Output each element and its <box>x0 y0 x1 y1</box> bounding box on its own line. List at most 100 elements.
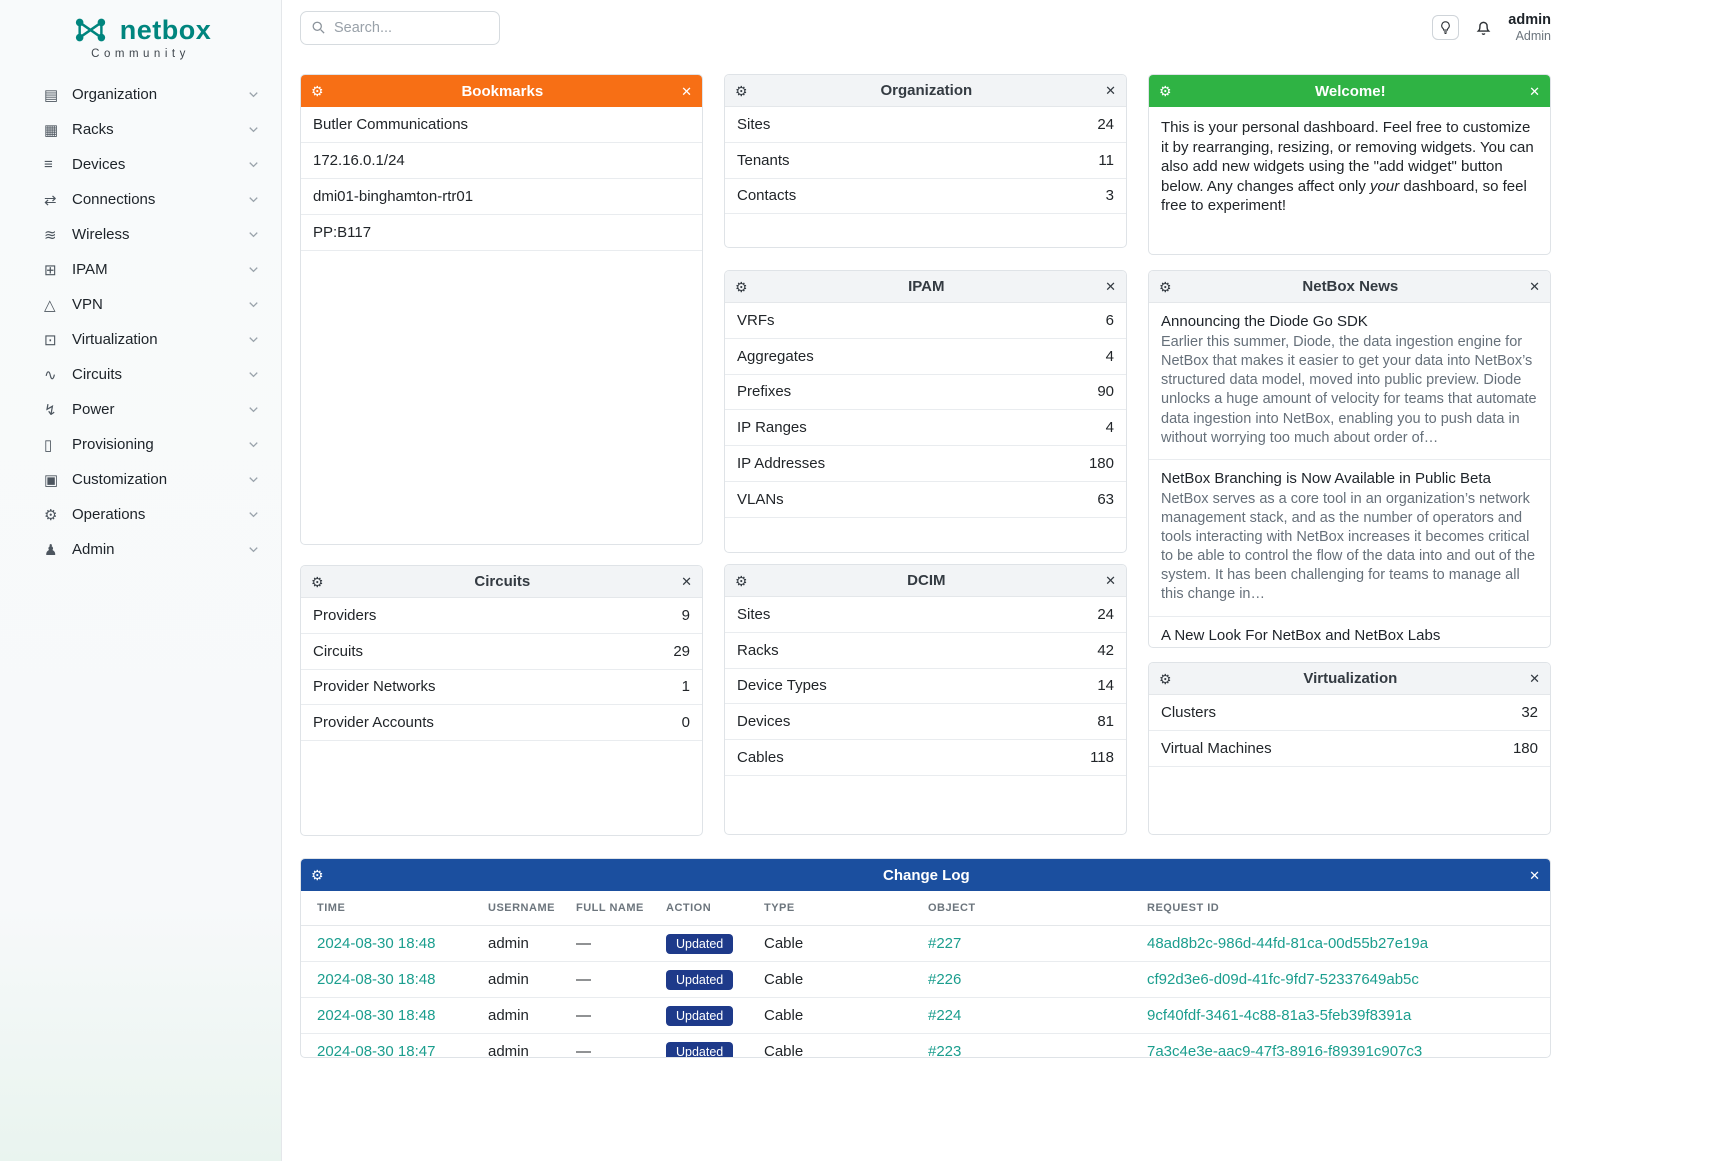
gear-icon[interactable]: ⚙ <box>1159 670 1172 687</box>
gear-icon[interactable]: ⚙ <box>1159 83 1172 99</box>
news-headline-link[interactable]: A New Look For NetBox and NetBox Labs <box>1161 626 1441 644</box>
brand[interactable]: netbox <box>0 0 281 47</box>
stat-row[interactable]: Provider Accounts 0 <box>301 705 702 742</box>
close-icon[interactable]: ✕ <box>1105 83 1116 98</box>
changelog-request-id-link[interactable]: cf92d3e6-d09d-41fc-9fd7-52337649ab5c <box>1147 971 1419 988</box>
changelog-object-link[interactable]: #224 <box>928 1007 962 1024</box>
sidebar-item[interactable]: ♟ Admin <box>0 532 281 567</box>
stat-row[interactable]: Aggregates 4 <box>725 339 1126 375</box>
stat-row[interactable]: Virtual Machines 180 <box>1149 731 1550 767</box>
stat-row[interactable]: Provider Networks 1 <box>301 670 702 706</box>
stat-value: 1 <box>681 678 690 696</box>
search-input[interactable] <box>334 19 489 36</box>
changelog-time-link[interactable]: 2024-08-30 18:47 <box>317 1043 436 1058</box>
stat-row[interactable]: Device Types 14 <box>725 669 1126 705</box>
stat-row[interactable]: Circuits 29 <box>301 634 702 670</box>
stat-row[interactable]: Cables 118 <box>725 740 1126 776</box>
netbox-news-widget: ⚙ NetBox News ✕ Announcing the Diode Go … <box>1148 270 1551 648</box>
sidebar-item[interactable]: ↯ Power <box>0 392 281 427</box>
stat-row[interactable]: VRFs 6 <box>725 303 1126 339</box>
changelog-username: admin <box>488 1007 529 1024</box>
stat-row[interactable]: IP Ranges 4 <box>725 410 1126 447</box>
close-icon[interactable]: ✕ <box>1529 279 1540 294</box>
close-icon[interactable]: ✕ <box>1529 867 1540 883</box>
sidebar-item[interactable]: ≡ Devices <box>0 147 281 182</box>
news-headline-link[interactable]: Announcing the Diode Go SDK <box>1161 313 1368 330</box>
virtualization-icon: ⊡ <box>44 331 57 349</box>
user-menu[interactable]: admin Admin <box>1508 12 1551 44</box>
close-icon[interactable]: ✕ <box>1105 279 1116 294</box>
gear-icon[interactable]: ⚙ <box>311 573 324 590</box>
close-icon[interactable]: ✕ <box>681 574 692 589</box>
stat-value: 4 <box>1105 347 1114 365</box>
circuits-widget-header: ⚙ Circuits ✕ <box>301 566 702 598</box>
stat-row[interactable]: Tenants 11 <box>725 143 1126 179</box>
changelog-object-link[interactable]: #226 <box>928 971 962 988</box>
sidebar-item[interactable]: ▤ Organization <box>0 77 281 112</box>
theme-toggle-button[interactable] <box>1432 14 1460 40</box>
close-icon[interactable]: ✕ <box>1105 573 1116 588</box>
sidebar-item[interactable]: ⚙ Operations <box>0 497 281 532</box>
gear-icon[interactable]: ⚙ <box>735 278 748 295</box>
news-headline-link[interactable]: NetBox Branching is Now Available in Pub… <box>1161 469 1491 487</box>
stat-row[interactable]: Sites 24 <box>725 107 1126 143</box>
changelog-object-link[interactable]: #223 <box>928 1043 962 1058</box>
sidebar-item[interactable]: ≋ Wireless <box>0 217 281 252</box>
stat-row[interactable]: Devices 81 <box>725 704 1126 741</box>
gear-icon[interactable]: ⚙ <box>735 82 748 99</box>
chevron-down-icon <box>249 127 258 133</box>
stat-label: Virtual Machines <box>1161 739 1272 757</box>
bookmark-item[interactable]: dmi01-binghamton-rtr01 <box>301 179 702 215</box>
gear-icon[interactable]: ⚙ <box>311 867 324 883</box>
widget-title: DCIM <box>907 572 946 589</box>
widget-title: IPAM <box>908 278 945 295</box>
notifications-button[interactable] <box>1474 18 1493 37</box>
sidebar-item[interactable]: ⊞ IPAM <box>0 252 281 287</box>
gear-icon[interactable]: ⚙ <box>735 572 748 589</box>
stat-row[interactable]: Providers 9 <box>301 598 702 634</box>
stat-row[interactable]: IP Addresses 180 <box>725 446 1126 482</box>
stat-value: 0 <box>681 714 690 732</box>
stat-row[interactable]: Sites 24 <box>725 597 1126 633</box>
bookmark-item[interactable]: 172.16.0.1/24 <box>301 143 702 179</box>
stat-row[interactable]: Racks 42 <box>725 633 1126 669</box>
search-box[interactable] <box>300 10 500 45</box>
news-list: Announcing the Diode Go SDK Earlier this… <box>1149 303 1550 647</box>
bookmarks-widget-header: ⚙ Bookmarks ✕ <box>301 75 702 107</box>
gear-icon[interactable]: ⚙ <box>1159 278 1172 295</box>
news-body: Earlier this summer, Diode, the data ing… <box>1161 334 1537 446</box>
sidebar-item[interactable]: ⊡ Virtualization <box>0 322 281 357</box>
changelog-full-name: — <box>576 971 591 988</box>
close-icon[interactable]: ✕ <box>681 83 692 99</box>
changelog-column-header: TIME <box>317 902 346 914</box>
close-icon[interactable]: ✕ <box>1529 83 1540 99</box>
changelog-request-id-link[interactable]: 9cf40fdf-3461-4c88-81a3-5feb39f8391a <box>1147 1007 1412 1024</box>
changelog-time-link[interactable]: 2024-08-30 18:48 <box>317 935 436 952</box>
changelog-request-id-link[interactable]: 7a3c4e3e-aac9-47f3-8916-f89391c907c3 <box>1147 1043 1423 1058</box>
changelog-request-id-link[interactable]: 48ad8b2c-986d-44fd-81ca-00d55b27e19a <box>1147 935 1429 952</box>
updated-badge: Updated <box>666 969 734 990</box>
stat-row[interactable]: Clusters 32 <box>1149 695 1550 731</box>
gear-icon[interactable]: ⚙ <box>311 83 324 99</box>
stat-row[interactable]: Contacts 3 <box>725 179 1126 215</box>
stat-row[interactable]: VLANs 63 <box>725 482 1126 518</box>
netbox-logo-icon <box>75 18 105 42</box>
sidebar-item[interactable]: ▯ Provisioning <box>0 427 281 462</box>
changelog-time-link[interactable]: 2024-08-30 18:48 <box>317 971 436 988</box>
changelog-object-link[interactable]: #227 <box>928 935 962 952</box>
building-icon: ▤ <box>44 86 59 104</box>
close-icon[interactable]: ✕ <box>1529 671 1540 686</box>
sidebar-item[interactable]: ⇄ Connections <box>0 182 281 217</box>
stat-label: Device Types <box>737 677 827 695</box>
bookmark-item[interactable]: Butler Communications <box>301 107 702 143</box>
sidebar-item[interactable]: △ VPN <box>0 287 281 322</box>
stat-row[interactable]: Prefixes 90 <box>725 375 1126 411</box>
chevron-down-icon <box>249 372 258 378</box>
changelog-full-name: — <box>576 1007 591 1024</box>
sidebar-item[interactable]: ∿ Circuits <box>0 357 281 392</box>
sidebar-item[interactable]: ▦ Racks <box>0 112 281 147</box>
bookmark-item[interactable]: PP:B117 <box>301 215 702 251</box>
changelog-time-link[interactable]: 2024-08-30 18:48 <box>317 1007 436 1024</box>
sidebar-item[interactable]: ▣ Customization <box>0 462 281 497</box>
chevron-down-icon <box>249 407 258 413</box>
